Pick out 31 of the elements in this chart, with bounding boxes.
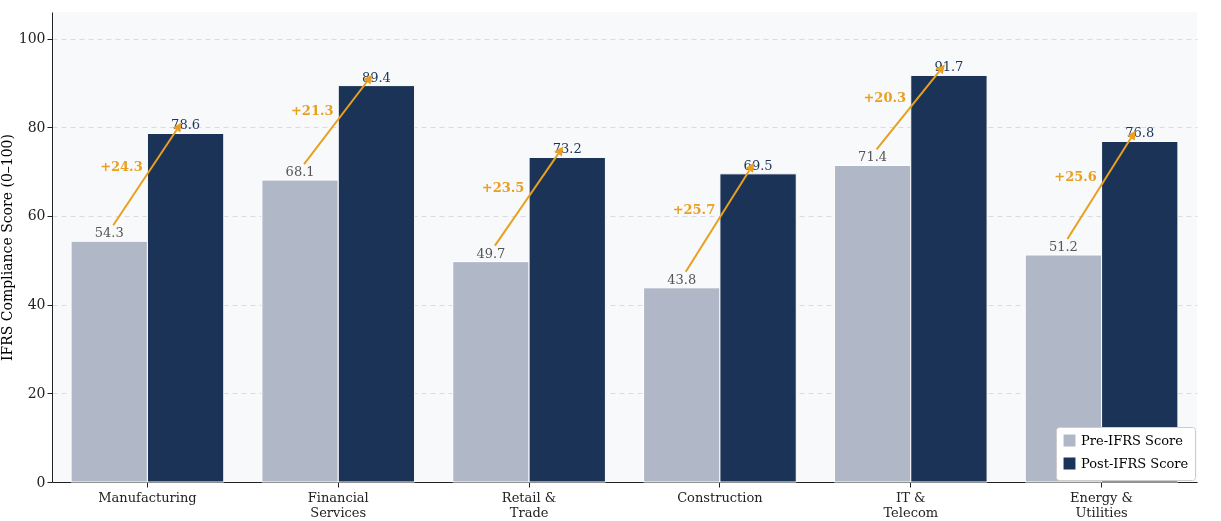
annotation: +23.5 (481, 179, 525, 195)
y-tick-label: 20 (27, 384, 46, 401)
data-label: 76.8 (1125, 125, 1155, 141)
x-tick-label: Manufacturing (98, 489, 197, 505)
y-axis-title: IFRS Compliance Score (0–100) (0, 134, 15, 361)
legend-label: Post-IFRS Score (1081, 455, 1189, 471)
y-tick-label: 60 (27, 207, 46, 224)
data-label: 69.5 (743, 157, 773, 173)
y-tick-label: 40 (27, 296, 46, 313)
x-tick-label: Financial Services (307, 489, 369, 520)
annotation: +25.7 (672, 201, 716, 217)
y-tick-label: 0 (36, 473, 46, 490)
annotation: +24.3 (100, 159, 143, 175)
data-label: 68.1 (285, 164, 315, 180)
y-tick-label: 80 (27, 118, 46, 135)
annotation: +20.3 (863, 90, 907, 106)
data-label: 54.3 (94, 225, 124, 241)
data-label: 49.7 (476, 245, 506, 261)
annotation: +21.3 (290, 102, 334, 118)
y-tick-label: 100 (18, 30, 46, 47)
x-tick-label: Retail & Trade (501, 489, 557, 520)
data-label: 51.2 (1048, 238, 1078, 254)
x-tick-label: Construction (677, 489, 764, 505)
x-tick-label: Energy & Utilities (1070, 489, 1134, 520)
annotation: +25.6 (1054, 168, 1097, 184)
legend-label: Pre-IFRS Score (1081, 432, 1184, 448)
data-label: 71.4 (858, 149, 888, 165)
x-tick-label: IT & Telecom (883, 489, 939, 520)
data-label: 78.6 (171, 117, 201, 133)
data-label: 43.8 (667, 271, 697, 287)
data-label: 73.2 (552, 141, 582, 157)
